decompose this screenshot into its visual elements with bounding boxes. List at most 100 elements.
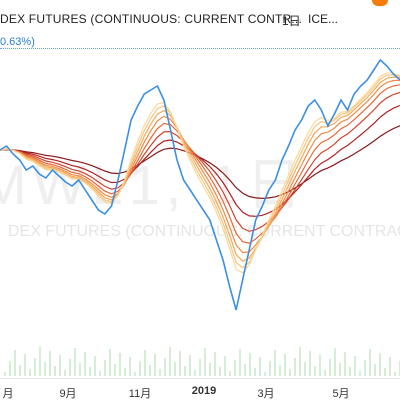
volume-bar	[9, 361, 11, 376]
reference-line	[0, 48, 400, 49]
volume-bar	[94, 356, 96, 376]
volume-bar	[99, 371, 101, 376]
time-axis-tick: 5月	[332, 388, 350, 400]
moving-average-line	[0, 79, 400, 254]
volume-bar	[249, 353, 251, 376]
volume-bar	[284, 354, 286, 376]
price-line	[0, 58, 400, 311]
volume-bar	[354, 356, 356, 376]
volume-bar	[39, 347, 41, 376]
volume-bar	[209, 363, 211, 376]
volume-bar	[144, 350, 146, 376]
moving-average-line	[0, 76, 400, 262]
volume-bar	[54, 366, 56, 376]
volume-bar	[384, 368, 386, 376]
volume-bar	[149, 365, 151, 376]
volume-bar	[119, 353, 121, 376]
volume-bar	[279, 365, 281, 376]
exchange-label[interactable]: ICE...	[308, 12, 339, 26]
symbol-watermark: MWL1, 1日	[0, 153, 309, 216]
time-axis: 月 9月 11月 2019 3月 5月	[0, 378, 400, 401]
volume-bar	[269, 361, 271, 376]
volume-bar	[109, 349, 111, 376]
volume-bar	[214, 352, 216, 376]
volume-bar	[139, 361, 141, 376]
volume-bar	[364, 360, 366, 376]
symbol-watermark-subtitle: DEX FUTURES (CONTINUOUS: CURRENT CONTRAC…	[8, 223, 400, 240]
volume-bar	[374, 364, 376, 376]
volume-bar	[154, 354, 156, 376]
volume-bar	[264, 372, 266, 376]
volume-bar	[259, 357, 261, 376]
volume-bar	[169, 347, 171, 376]
volume-bar	[104, 360, 106, 376]
volume-bar	[344, 352, 346, 376]
volume-bar	[239, 349, 241, 376]
volume-bar	[14, 350, 16, 376]
volume-bar	[114, 364, 116, 376]
moving-average-line	[0, 72, 400, 274]
header-separator: ·	[270, 12, 274, 26]
volume-bar	[74, 348, 76, 376]
volume-bar	[219, 367, 221, 376]
volume-bar	[289, 369, 291, 376]
volume-bar	[324, 370, 326, 376]
volume-bar	[164, 358, 166, 376]
time-axis-tick: 2019	[191, 385, 217, 397]
change-percent: 0.63%)	[0, 36, 35, 48]
volume-bar	[234, 360, 236, 376]
volume-bar	[204, 348, 206, 376]
volume-bar	[294, 358, 296, 376]
chart-header: DEX FUTURES (CONTINUOUS: CURRENT CONTR..…	[0, 12, 400, 32]
volume-bar	[129, 357, 131, 376]
volume-bar	[274, 350, 276, 376]
volume-bar	[34, 358, 36, 376]
volume-bar	[64, 370, 66, 376]
volume-bar	[194, 370, 196, 376]
volume-bar	[84, 352, 86, 376]
volume-bar	[224, 356, 226, 376]
volume-bar	[189, 355, 191, 376]
volume-bar	[379, 353, 381, 376]
volume-bar	[304, 362, 306, 376]
volume-bar	[159, 369, 161, 376]
volume-bar	[174, 362, 176, 376]
time-axis-tick: 3月	[257, 388, 275, 400]
volume-bar	[299, 347, 301, 376]
moving-average-line	[0, 91, 400, 232]
volume-bar	[29, 369, 31, 376]
volume-bar	[314, 366, 316, 376]
volume-bar	[349, 367, 351, 376]
volume-bar	[329, 359, 331, 376]
price-chart[interactable]	[0, 0, 400, 378]
volume-bar	[49, 351, 51, 376]
volume-bar	[179, 351, 181, 376]
volume-bar	[69, 359, 71, 376]
volume-bar	[339, 363, 341, 376]
volume-bar	[4, 372, 6, 376]
volume-bar	[79, 363, 81, 376]
moving-average-line	[0, 104, 400, 217]
volume-bar	[24, 354, 26, 376]
header-separator: ·	[298, 12, 302, 26]
volume-bar	[369, 349, 371, 376]
volume-bar	[89, 367, 91, 376]
volume-bar	[199, 359, 201, 376]
time-axis-tick: 11月	[128, 388, 152, 400]
volume-bar	[134, 372, 136, 376]
volume-bar	[124, 368, 126, 376]
volume-bar	[309, 351, 311, 376]
volume-bar	[184, 366, 186, 376]
interval-label[interactable]: 1日	[282, 14, 301, 28]
volume-bar	[394, 372, 396, 376]
symbol-title[interactable]: DEX FUTURES (CONTINUOUS: CURRENT CONTR..…	[0, 12, 302, 26]
price-marker-tab[interactable]	[372, 0, 388, 6]
volume-bar	[334, 348, 336, 376]
moving-average-line	[0, 74, 400, 269]
volume-bar	[19, 365, 21, 376]
volume-bar	[359, 371, 361, 376]
volume-bar	[389, 357, 391, 376]
volume-bar	[59, 355, 61, 376]
moving-average-line	[0, 84, 400, 244]
